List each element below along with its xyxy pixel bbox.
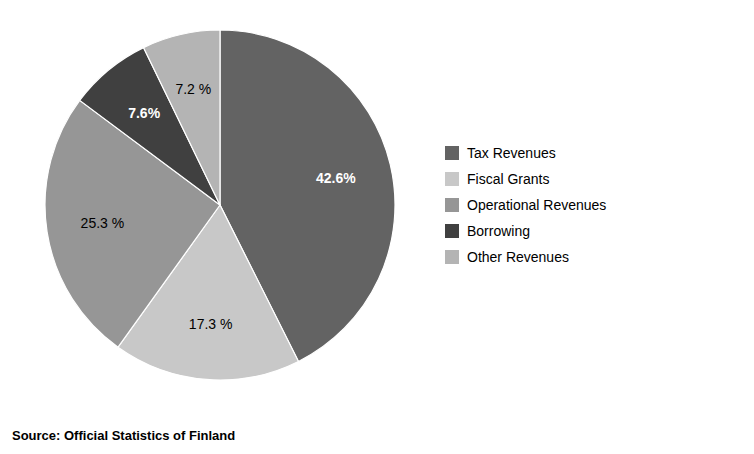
data-labels: 42.6% 17.3 % 25.3 % 7.6% 7.2 %: [81, 81, 357, 332]
legend-label: Fiscal Grants: [467, 171, 549, 187]
data-label: 42.6%: [316, 170, 356, 186]
legend-label: Other Revenues: [467, 249, 569, 265]
legend-item: Borrowing: [445, 223, 530, 239]
chart: 42.6% 17.3 % 25.3 % 7.6% 7.2 % Tax Revenues Fi…: [0, 0, 754, 454]
legend: Tax Revenues Fiscal Grants Operational Rev…: [445, 145, 606, 265]
legend-label: Tax Revenues: [467, 145, 556, 161]
legend-swatch: [445, 146, 459, 160]
legend-swatch: [445, 172, 459, 186]
legend-label: Borrowing: [467, 223, 530, 239]
legend-item: Operational Revenues: [445, 197, 606, 213]
legend-swatch: [445, 250, 459, 264]
legend-swatch: [445, 224, 459, 238]
data-label: 7.6%: [128, 105, 160, 121]
legend-item: Other Revenues: [445, 249, 569, 265]
pie: [45, 30, 395, 380]
data-label: 7.2 %: [175, 81, 211, 97]
legend-swatch: [445, 198, 459, 212]
legend-label: Operational Revenues: [467, 197, 606, 213]
source-note: Source: Official Statistics of Finland: [12, 428, 235, 443]
data-label: 25.3 %: [81, 215, 125, 231]
legend-item: Tax Revenues: [445, 145, 556, 161]
data-label: 17.3 %: [189, 316, 233, 332]
legend-item: Fiscal Grants: [445, 171, 549, 187]
